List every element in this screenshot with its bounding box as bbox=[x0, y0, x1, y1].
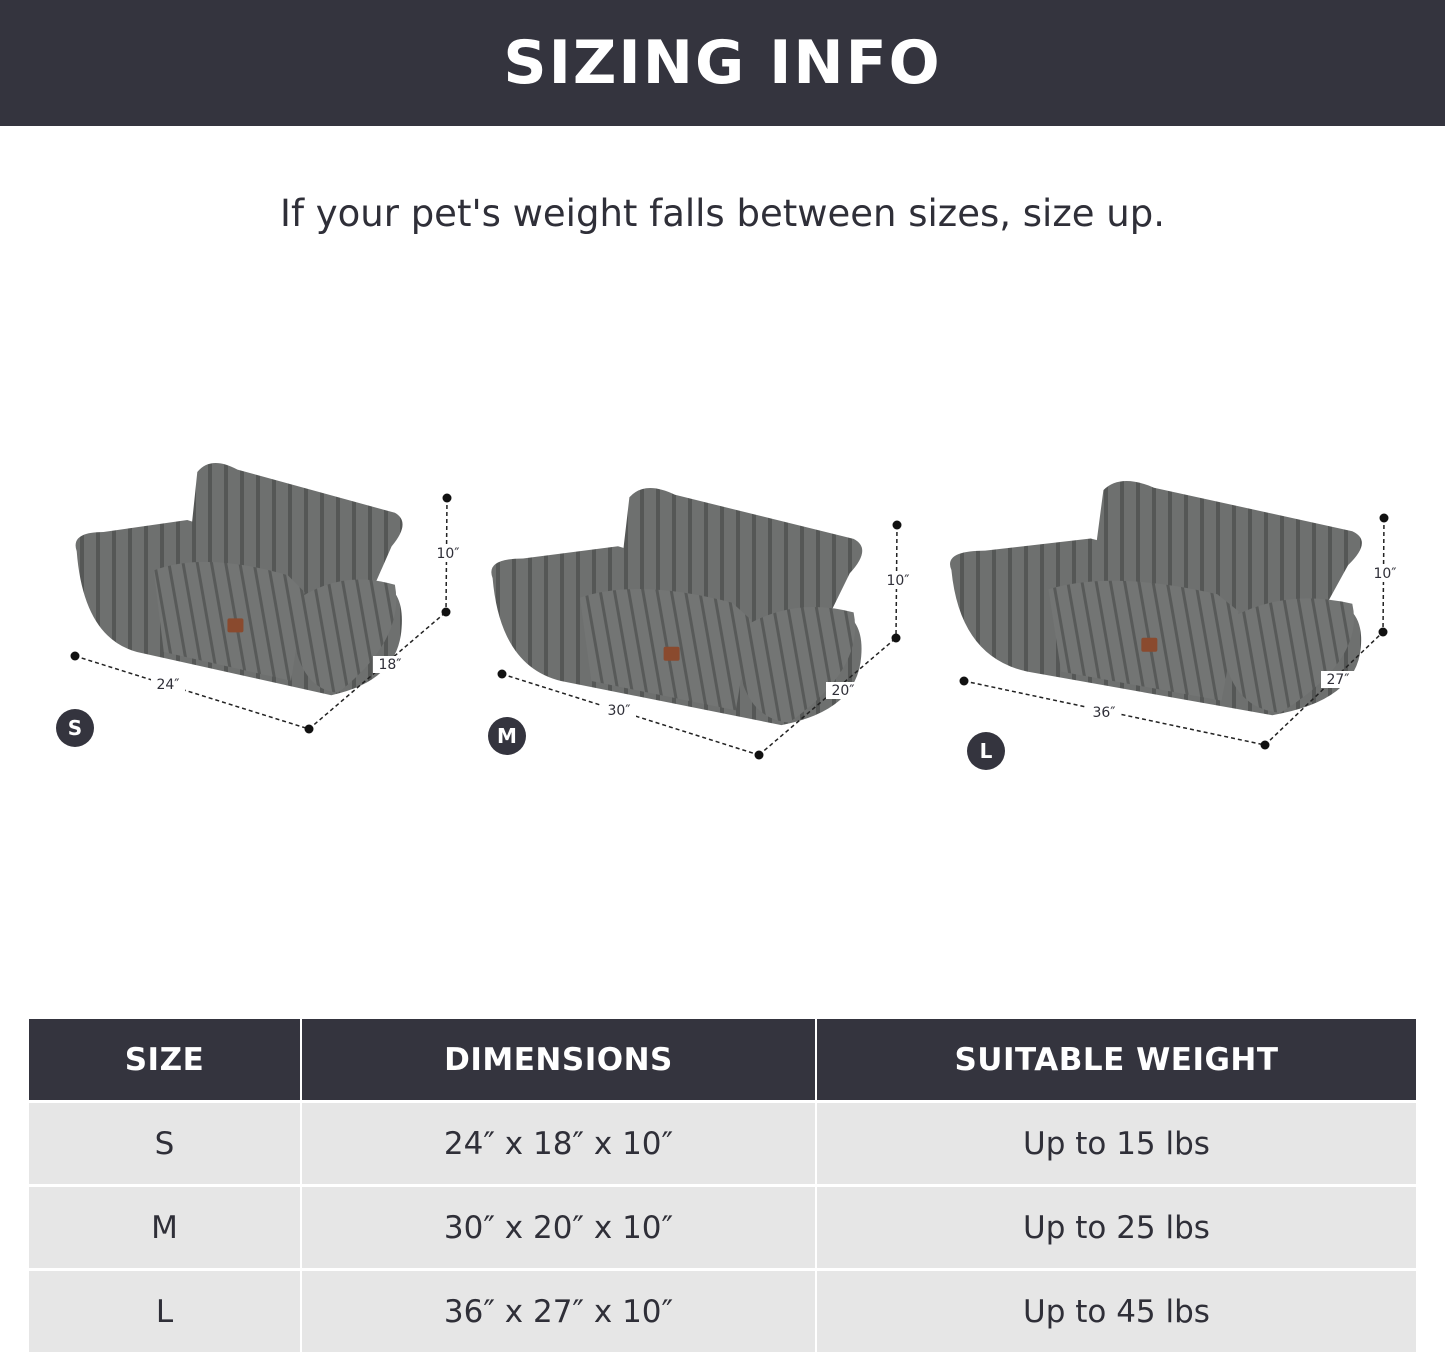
size-badge-label: L bbox=[980, 739, 993, 763]
size-table: SIZE DIMENSIONS SUITABLE WEIGHT S 24″ x … bbox=[29, 1019, 1416, 1352]
height-label: 10″ bbox=[436, 546, 459, 562]
brand-patch-icon bbox=[664, 647, 680, 661]
dimension-dot bbox=[71, 652, 80, 661]
cell-weight: Up to 15 lbs bbox=[816, 1102, 1416, 1186]
depth-label: 20″ bbox=[831, 683, 854, 699]
bed-l: 36″ 27″ 10″ L bbox=[950, 481, 1402, 770]
dimension-dot bbox=[498, 670, 507, 679]
bed-illustrations: 24″ 18″ 10″ S 30″ 20″ 10″ M 36″ 27″ 10″ L bbox=[0, 0, 1445, 1000]
table-row: L 36″ x 27″ x 10″ Up to 45 lbs bbox=[29, 1270, 1416, 1352]
dimension-dot bbox=[1380, 514, 1389, 523]
width-label: 30″ bbox=[607, 703, 630, 719]
bed-s: 24″ 18″ 10″ S bbox=[56, 463, 465, 747]
cell-size: L bbox=[29, 1270, 301, 1352]
cell-dimensions: 30″ x 20″ x 10″ bbox=[301, 1186, 816, 1270]
depth-label: 27″ bbox=[1326, 672, 1349, 688]
height-label: 10″ bbox=[1373, 566, 1396, 582]
dimension-dot bbox=[960, 677, 969, 686]
brand-patch-icon bbox=[227, 618, 243, 632]
table-row: S 24″ x 18″ x 10″ Up to 15 lbs bbox=[29, 1102, 1416, 1186]
dimension-dot bbox=[893, 521, 902, 530]
col-weight: SUITABLE WEIGHT bbox=[816, 1019, 1416, 1102]
bed-m: 30″ 20″ 10″ M bbox=[488, 488, 915, 759]
table-header-row: SIZE DIMENSIONS SUITABLE WEIGHT bbox=[29, 1019, 1416, 1102]
depth-label: 18″ bbox=[378, 657, 401, 673]
dimension-dot bbox=[443, 494, 452, 503]
size-badge-label: S bbox=[68, 716, 82, 740]
cell-size: M bbox=[29, 1186, 301, 1270]
dimension-dot bbox=[755, 751, 764, 760]
height-label: 10″ bbox=[886, 573, 909, 589]
col-dimensions: DIMENSIONS bbox=[301, 1019, 816, 1102]
cell-weight: Up to 45 lbs bbox=[816, 1270, 1416, 1352]
cell-dimensions: 36″ x 27″ x 10″ bbox=[301, 1270, 816, 1352]
size-badge-label: M bbox=[497, 724, 517, 748]
dimension-dot bbox=[1261, 741, 1270, 750]
dimension-dot bbox=[1379, 628, 1388, 637]
width-label: 24″ bbox=[156, 677, 179, 693]
brand-patch-icon bbox=[1141, 638, 1157, 652]
col-size: SIZE bbox=[29, 1019, 301, 1102]
dimension-dot bbox=[305, 725, 314, 734]
width-label: 36″ bbox=[1092, 705, 1115, 721]
dimension-dot bbox=[442, 608, 451, 617]
table-row: M 30″ x 20″ x 10″ Up to 25 lbs bbox=[29, 1186, 1416, 1270]
cell-weight: Up to 25 lbs bbox=[816, 1186, 1416, 1270]
cell-dimensions: 24″ x 18″ x 10″ bbox=[301, 1102, 816, 1186]
dimension-dot bbox=[892, 634, 901, 643]
cell-size: S bbox=[29, 1102, 301, 1186]
